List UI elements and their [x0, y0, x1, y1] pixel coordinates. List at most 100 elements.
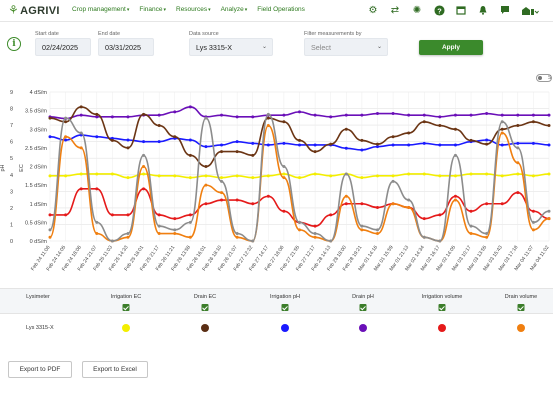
- chevron-down-icon: ▾: [163, 7, 166, 13]
- series-point-total_volume: [95, 220, 99, 224]
- chevron-down-icon: ▾: [244, 7, 248, 13]
- series-point-irrigation_ph: [547, 143, 551, 147]
- menu-field-operations[interactable]: Field Operations: [257, 6, 305, 13]
- end-date-label: End date: [98, 31, 121, 37]
- series-point-irrigation_volume: [204, 202, 208, 206]
- series-point-total_volume: [516, 146, 520, 150]
- series-point-drain_ph: [407, 113, 411, 117]
- series-point-irrigation_volume: [469, 209, 473, 213]
- series-point-irrigation_ph: [360, 148, 364, 152]
- y-right-tick-label: 1 dS/m: [30, 202, 48, 208]
- menu-resources[interactable]: Resources▾: [176, 6, 211, 13]
- start-date-input[interactable]: 02/24/2025: [35, 38, 91, 56]
- series-point-total_volume: [375, 228, 379, 232]
- series-point-total_volume: [500, 120, 504, 124]
- series-point-drain_ec: [313, 150, 317, 154]
- help-icon[interactable]: ?: [433, 5, 445, 17]
- y-right-axis-title: EC: [19, 164, 25, 172]
- sun-icon[interactable]: ✺: [412, 5, 422, 16]
- series-point-total_volume: [204, 116, 208, 120]
- logo-text: AGRIVI: [20, 5, 60, 17]
- series-point-drain_volume: [157, 232, 161, 236]
- series-point-drain_ec: [79, 105, 83, 109]
- info-icon[interactable]: i: [7, 37, 21, 51]
- irrigation-volume-checkbox[interactable]: [438, 304, 446, 311]
- series-point-irrigation_ec: [531, 174, 535, 178]
- series-point-drain_volume: [485, 235, 489, 239]
- series-point-drain_volume: [266, 124, 270, 128]
- series-point-irrigation_ph: [500, 143, 504, 147]
- series-point-irrigation_ec: [282, 172, 286, 176]
- transfer-icon[interactable]: ⇄: [390, 5, 400, 16]
- chat-icon[interactable]: [499, 5, 511, 17]
- series-point-drain_ph: [157, 113, 161, 117]
- drain-ec-checkbox[interactable]: [201, 304, 209, 311]
- series-point-irrigation_volume: [95, 187, 99, 191]
- series-point-total_volume: [422, 235, 426, 239]
- measurements-chart[interactable]: 0 1 2 3 4 5 6 7 8 9 0 dS/m 0.5 dS/m 1 dS/m 1.5 dS/m 2 …: [0, 84, 553, 284]
- series-point-irrigation_ec: [469, 172, 473, 176]
- start-date-label: Start date: [35, 31, 59, 37]
- series-point-drain_volume: [126, 235, 130, 239]
- series-point-irrigation_volume: [188, 213, 192, 217]
- series-point-drain_ec: [266, 116, 270, 120]
- calendar-icon[interactable]: [455, 5, 467, 17]
- agrivi-logo[interactable]: ⚘AGRIVI: [8, 3, 60, 17]
- series-point-total_volume: [485, 232, 489, 236]
- gear-icon[interactable]: ⚙: [368, 5, 378, 16]
- series-point-drain_volume: [298, 228, 301, 232]
- series-point-irrigation_volume: [313, 224, 317, 228]
- series-point-irrigation_ec: [516, 172, 520, 176]
- series-point-total_volume: [344, 172, 348, 176]
- series-point-irrigation_volume: [422, 217, 426, 221]
- menu-crop-management[interactable]: Crop management▾: [72, 6, 130, 13]
- series-point-irrigation_volume: [110, 213, 114, 217]
- series-point-drain_ph: [235, 115, 239, 119]
- series-point-drain_ec: [516, 124, 520, 128]
- series-point-irrigation_volume: [438, 213, 442, 217]
- series-point-drain_ec: [142, 112, 146, 116]
- drain-volume-checkbox[interactable]: [517, 304, 525, 311]
- series-point-drain_ec: [157, 124, 161, 128]
- series-point-drain_ph: [453, 113, 457, 117]
- series-point-drain_volume: [64, 135, 68, 139]
- series-point-drain_ec: [298, 138, 301, 142]
- farm-icon[interactable]: [521, 5, 539, 17]
- irrigation-ec-checkbox[interactable]: [122, 304, 130, 311]
- series-point-total_volume: [157, 224, 161, 228]
- export-excel-button[interactable]: Export to Excel: [82, 361, 148, 378]
- series-point-drain_ph: [79, 113, 83, 117]
- y-left-axis-title: pH: [0, 164, 6, 171]
- export-pdf-button[interactable]: Export to PDF: [8, 361, 72, 378]
- series-toggle[interactable]: [536, 74, 552, 82]
- irrigation-ph-checkbox[interactable]: [281, 304, 289, 311]
- legend-table-header: Lysimeter Irrigation EC Drain EC Irrigat…: [0, 288, 553, 314]
- y-right-tick-label: 1.5 dS/m: [25, 183, 47, 189]
- data-source-select[interactable]: Lys 3315-X ⌄: [189, 38, 273, 56]
- header-drain-ec: Drain EC: [193, 294, 217, 300]
- y-right-tick-label: 0 dS/m: [30, 239, 48, 245]
- series-point-irrigation_volume: [329, 213, 333, 217]
- series-point-irrigation_ec: [391, 174, 395, 178]
- filter-measurements-select[interactable]: Select ⌄: [304, 38, 388, 56]
- series-point-total_volume: [329, 239, 333, 243]
- end-date-input[interactable]: 03/31/2025: [98, 38, 154, 56]
- chevron-down-icon: ⌄: [376, 44, 382, 50]
- series-point-drain_ec: [485, 142, 489, 146]
- series-point-drain_ec: [531, 120, 535, 124]
- series-point-irrigation_volume: [344, 202, 348, 206]
- menu-finance[interactable]: Finance▾: [139, 6, 166, 13]
- bell-icon[interactable]: [477, 5, 489, 17]
- series-point-irrigation_ec: [79, 172, 83, 176]
- drain-ph-checkbox[interactable]: [359, 304, 367, 311]
- menu-analyze[interactable]: Analyze▾: [220, 6, 248, 13]
- series-point-drain_ph: [173, 110, 177, 114]
- series-point-drain_ec: [438, 124, 442, 128]
- series-point-irrigation_volume: [157, 213, 161, 217]
- series-point-drain_ph: [282, 113, 286, 117]
- series-point-irrigation_ec: [266, 174, 270, 178]
- apply-button[interactable]: Apply: [419, 40, 483, 55]
- drain-ph-color-dot: [359, 324, 367, 332]
- series-point-drain_ph: [375, 112, 379, 116]
